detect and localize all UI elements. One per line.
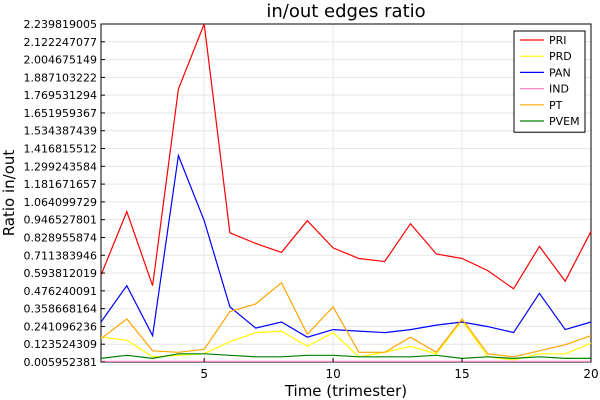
x-axis-ticks: 5 10 15 20 [200, 358, 599, 381]
x-tick-label: 15 [454, 367, 469, 381]
legend-label-pan: PAN [549, 66, 571, 79]
series-line-prd [100, 319, 592, 361]
series-line-pvem [100, 353, 591, 360]
y-tick-label: 0.358668164 [24, 303, 97, 316]
legend: PRI PRD PAN IND PT PVEM [513, 30, 586, 133]
series-line-pt [100, 281, 592, 358]
series-lines [100, 23, 592, 362]
legend-box [513, 30, 586, 133]
y-tick-label: 2.004675149 [24, 54, 97, 67]
chart-title: in/out edges ratio [266, 1, 425, 22]
y-tick-label: 1.534387439 [24, 125, 97, 138]
legend-label-ind: IND [549, 83, 569, 96]
legend-label-pri: PRI [549, 34, 567, 47]
legend-label-prd: PRD [549, 50, 572, 63]
legend-label-pvem: PVEM [549, 115, 580, 128]
y-tick-label: 0.123524309 [24, 338, 97, 351]
y-axis-ticks: 0.005952381 0.123524309 0.241096236 0.35866… [24, 18, 105, 369]
x-tick-label: 20 [583, 367, 598, 381]
y-tick-label: 0.593812019 [24, 267, 97, 280]
y-tick-label: 1.416815512 [24, 143, 97, 156]
y-tick-label: 0.005952381 [24, 356, 97, 369]
y-tick-label: 2.239819005 [24, 18, 97, 31]
y-tick-label: 0.946527801 [24, 214, 97, 227]
y-tick-label: 1.064099729 [24, 196, 97, 209]
y-tick-label: 0.828955874 [24, 231, 97, 244]
y-tick-label: 1.887103222 [24, 71, 97, 84]
y-tick-label: 0.241096236 [24, 320, 97, 333]
series-line-pri [100, 23, 592, 290]
x-tick-label: 5 [200, 367, 208, 381]
y-tick-label: 1.299243584 [24, 160, 97, 173]
y-tick-label: 2.122247077 [24, 36, 97, 49]
y-tick-label: 0.711383946 [24, 249, 97, 262]
x-tick-label: 10 [325, 367, 340, 381]
legend-label-pt: PT [549, 99, 563, 112]
y-tick-label: 1.769531294 [24, 89, 97, 102]
y-tick-label: 1.181671657 [24, 178, 97, 191]
x-axis-label: Time (trimester) [284, 382, 407, 400]
y-tick-label: 0.476240091 [24, 285, 97, 298]
y-tick-label: 1.651959367 [24, 107, 97, 120]
y-axis-label: Ratio in/out [0, 150, 18, 237]
